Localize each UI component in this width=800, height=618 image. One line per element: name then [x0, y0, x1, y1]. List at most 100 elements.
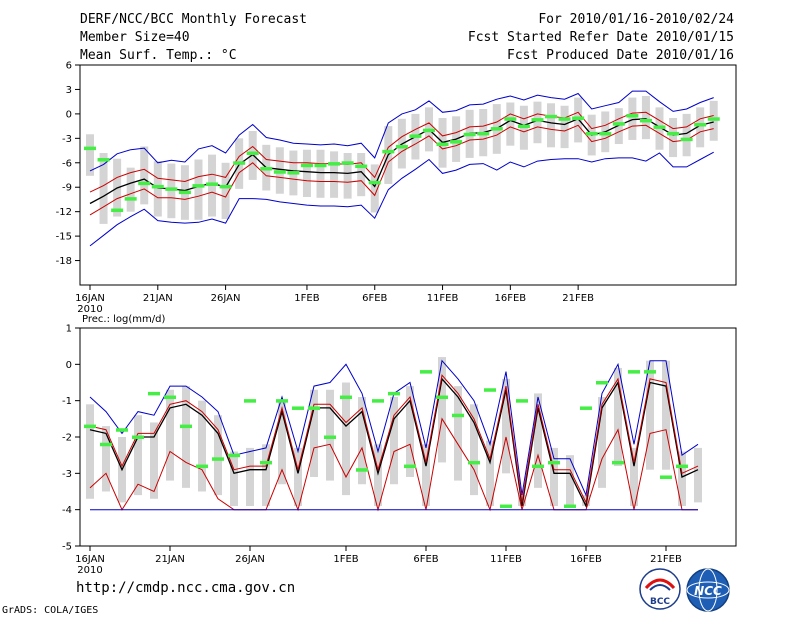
prec-observed-marker-1 — [100, 442, 112, 447]
temp-spread-bar-45 — [696, 107, 705, 148]
temp-spread-bar-21 — [370, 164, 379, 213]
prec-observed-marker-20 — [404, 464, 416, 469]
temp-observed-marker-24 — [409, 134, 422, 138]
prec-observed-marker-35 — [644, 370, 656, 374]
temp-observed-marker-3 — [124, 197, 137, 201]
prec-spread-bar-11 — [262, 444, 270, 507]
temp-observed-marker-13 — [260, 166, 273, 171]
prec-observed-marker-37 — [676, 464, 688, 469]
prec-observed-marker-23 — [452, 413, 464, 418]
prec-spread-bar-23 — [454, 386, 462, 481]
prec-spread-bar-38 — [694, 447, 702, 503]
temp-observed-marker-41 — [639, 118, 652, 123]
temp-spread-bar-43 — [669, 117, 678, 158]
temp-observed-marker-42 — [653, 125, 666, 129]
temp-series-ensemble-mean — [89, 118, 714, 205]
temp-observed-marker-6 — [165, 187, 178, 191]
prec-spread-bar-4 — [150, 422, 158, 499]
prec-observed-marker-9 — [228, 453, 240, 458]
temp-observed-marker-21 — [368, 180, 381, 185]
header-title: DERF/NCC/BCC Monthly Forecast — [80, 12, 307, 27]
temp-observed-marker-9 — [206, 182, 219, 186]
temp-ytick-label-1: 3 — [66, 85, 72, 96]
temp-series-ensemble-max — [89, 90, 714, 172]
temp-observed-marker-32 — [517, 124, 530, 129]
temp-spread-bar-46 — [709, 100, 718, 141]
prec-observed-marker-22 — [436, 395, 448, 400]
prec-observed-marker-14 — [308, 406, 320, 410]
prec-observed-marker-17 — [356, 468, 368, 472]
prec-spread-bar-19 — [390, 397, 398, 485]
temp-observed-marker-28 — [463, 132, 476, 137]
temp-ytick-label-6: -12 — [56, 207, 72, 218]
temp-spread-bar-0 — [86, 134, 94, 176]
prec-observed-marker-12 — [276, 399, 288, 403]
temp-spread-bar-1 — [99, 153, 108, 224]
temp-ytick-label-2: 0 — [66, 109, 72, 120]
header-member-size: Member Size=40 — [80, 30, 190, 45]
prec-observed-marker-28 — [532, 464, 544, 469]
prec-spread-bar-25 — [486, 440, 494, 507]
prec-ytick-label-6: -5 — [62, 542, 72, 553]
footer-url[interactable]: http://cmdp.ncc.cma.gov.cn — [76, 580, 296, 596]
temp-observed-marker-46 — [707, 117, 720, 121]
prec-observed-marker-33 — [612, 460, 624, 465]
prec-spread-bar-9 — [230, 451, 238, 507]
header-variable: Mean Surf. Temp.: °C — [80, 48, 237, 63]
temp-ytick-label-8: -18 — [56, 256, 72, 267]
logos: BCC NCC — [639, 568, 730, 612]
prec-spread-bar-0 — [86, 404, 94, 499]
prec-xtick-label-2: 26JAN — [235, 554, 265, 565]
temp-observed-marker-14 — [273, 170, 286, 174]
temp-observed-marker-30 — [490, 127, 503, 131]
prec-ytick-label-3: -2 — [62, 433, 72, 444]
temp-xtick-label-0-year: 2010 — [77, 304, 102, 315]
prec-observed-marker-36 — [660, 475, 672, 479]
temp-observed-marker-26 — [436, 142, 449, 147]
prec-xtick-label-6: 16FEB — [570, 554, 602, 565]
prec-panel-title: Prec.: log(mm/d) — [82, 314, 165, 325]
ncc-logo-icon: NCC — [686, 568, 730, 612]
temp-observed-marker-18 — [328, 162, 341, 166]
prec-spread-bar-15 — [326, 389, 334, 481]
temp-series-mean-sd — [89, 124, 714, 216]
prec-spread-bar-34 — [630, 447, 638, 507]
prec-observed-marker-18 — [372, 399, 384, 403]
prec-spread-bar-22 — [438, 357, 446, 463]
temp-ytick-label-4: -6 — [62, 158, 72, 169]
temp-xtick-label-1: 21JAN — [143, 293, 173, 304]
prec-spread-bar-13 — [294, 447, 302, 507]
temp-observed-marker-16 — [300, 163, 313, 168]
prec-spread-bar-7 — [198, 400, 206, 492]
bcc-logo-icon: BCC — [639, 568, 681, 610]
prec-observed-marker-31 — [580, 406, 592, 410]
temp-series-mean-sd — [89, 111, 714, 193]
temp-observed-marker-25 — [422, 128, 435, 133]
prec-spread-bar-1 — [102, 426, 110, 492]
temp-spread-bar-31 — [506, 102, 515, 146]
prec-observed-marker-27 — [516, 399, 528, 403]
prec-spread-bar-14 — [310, 389, 318, 477]
temp-xtick-label-5: 11FEB — [427, 293, 459, 304]
temp-ytick-label-3: -3 — [62, 134, 72, 145]
temp-spread-bar-19 — [343, 153, 352, 199]
temp-xtick-label-6: 16FEB — [495, 293, 527, 304]
prec-xtick-label-3: 1FEB — [333, 554, 358, 565]
prec-observed-marker-10 — [244, 399, 256, 403]
temp-ytick-label-7: -15 — [56, 232, 72, 243]
prec-observed-marker-3 — [132, 435, 144, 439]
prec-spread-bar-36 — [662, 360, 670, 470]
temp-xtick-label-4: 6FEB — [362, 293, 387, 304]
prec-observed-marker-11 — [260, 460, 272, 465]
prec-series-mean-sd — [89, 417, 698, 512]
temp-ytick-label-5: -9 — [62, 183, 72, 194]
temp-observed-marker-1 — [97, 158, 110, 162]
prec-xtick-label-5: 11FEB — [490, 554, 522, 565]
prec-observed-marker-25 — [484, 388, 496, 392]
temp-frame — [79, 64, 737, 286]
prec-observed-marker-19 — [388, 391, 400, 396]
prec-observed-marker-26 — [500, 504, 512, 509]
